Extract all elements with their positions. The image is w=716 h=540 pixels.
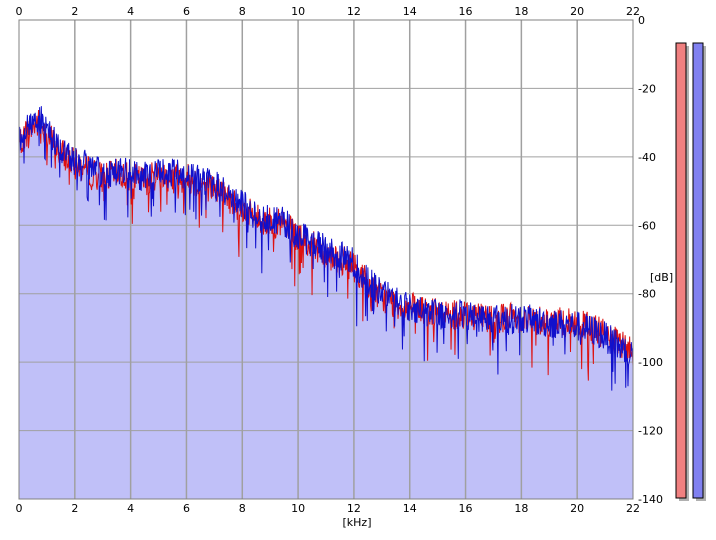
x-tick-label-bottom: 2 xyxy=(71,502,78,515)
y-tick-label: -60 xyxy=(638,219,656,232)
x-tick-label-top: 20 xyxy=(570,5,584,18)
x-tick-label-bottom: 6 xyxy=(183,502,190,515)
grid-lines xyxy=(19,20,633,499)
x-tick-label-top: 2 xyxy=(71,5,78,18)
y-axis-title: [dB] xyxy=(650,271,673,284)
x-tick-label-bottom: 20 xyxy=(570,502,584,515)
x-tick-label-top: 14 xyxy=(403,5,417,18)
y-tick-label: -140 xyxy=(638,493,663,506)
level-meters xyxy=(675,42,706,501)
y-tick-label: -20 xyxy=(638,82,656,95)
x-tick-label-top: 6 xyxy=(183,5,190,18)
x-tick-label-top: 8 xyxy=(239,5,246,18)
x-tick-label-bottom: 22 xyxy=(626,502,640,515)
x-tick-label-top: 16 xyxy=(459,5,473,18)
axis-ticks: 002244668810101212141416161818202022220-… xyxy=(16,5,663,515)
x-tick-label-bottom: 14 xyxy=(403,502,417,515)
x-tick-label-bottom: 0 xyxy=(16,502,23,515)
level-meter-1 xyxy=(675,42,687,499)
y-tick-label: 0 xyxy=(638,14,645,27)
series-trace-2 xyxy=(18,106,634,391)
x-tick-label-top: 12 xyxy=(347,5,361,18)
x-tick-label-bottom: 8 xyxy=(239,502,246,515)
x-tick-label-bottom: 10 xyxy=(291,502,305,515)
x-tick-label-bottom: 16 xyxy=(459,502,473,515)
x-tick-label-bottom: 4 xyxy=(127,502,134,515)
x-tick-label-bottom: 12 xyxy=(347,502,361,515)
plot-frame xyxy=(18,19,634,500)
y-tick-label: -100 xyxy=(638,356,663,369)
x-tick-label-bottom: 18 xyxy=(514,502,528,515)
x-tick-label-top: 22 xyxy=(626,5,640,18)
spectrum-fill xyxy=(19,106,633,499)
x-tick-label-top: 18 xyxy=(514,5,528,18)
y-tick-label: -40 xyxy=(638,151,656,164)
spectrum-area-fill xyxy=(19,106,633,499)
x-tick-label-top: 0 xyxy=(16,5,23,18)
level-meter-2 xyxy=(692,42,704,499)
y-tick-label: -120 xyxy=(638,425,663,438)
x-tick-label-top: 4 xyxy=(127,5,134,18)
x-tick-label-top: 10 xyxy=(291,5,305,18)
y-tick-label: -80 xyxy=(638,288,656,301)
x-axis-title: [kHz] xyxy=(343,516,372,529)
spectrum-series xyxy=(18,106,634,391)
